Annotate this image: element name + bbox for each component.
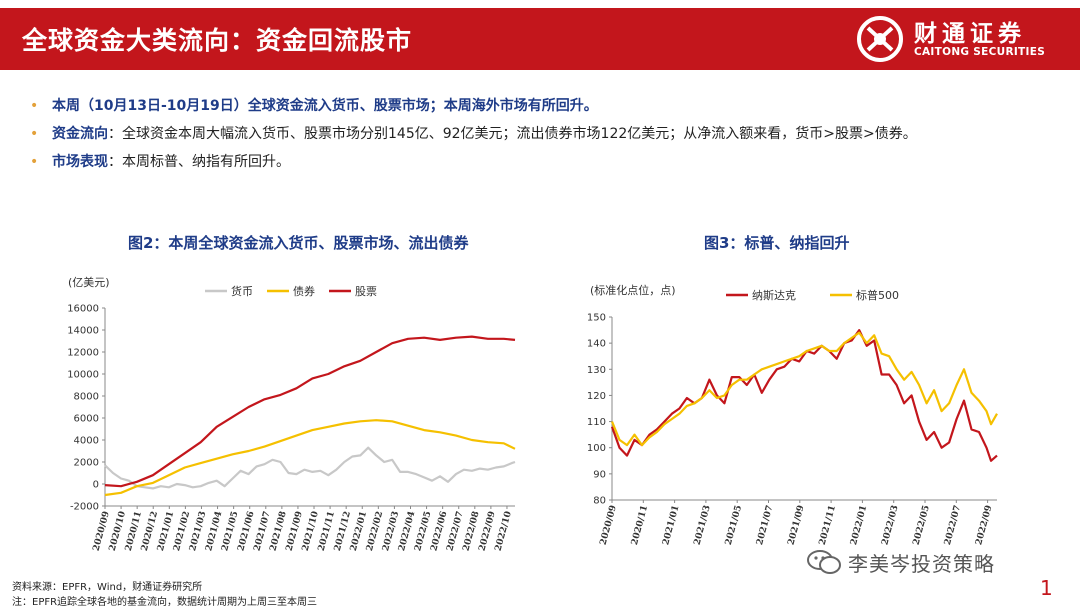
bullet-text: 本周（10月13日-10月19日）全球资金流入货币、股票市场；本周海外市场有所回… [52, 98, 598, 114]
bullet-item: • 本周（10月13日-10月19日）全球资金流入货币、股票市场；本周海外市场有… [30, 92, 1070, 120]
source-note: 资料来源：EPFR，Wind，财通证券研究所 [12, 582, 203, 593]
x-tick-label: 2022/03 [880, 504, 900, 546]
x-tick-label: 2020/09 [599, 504, 619, 546]
x-tick-label: 2022/01 [849, 504, 869, 546]
y-tick-label: 120 [587, 391, 606, 402]
y-tick-label: 130 [587, 365, 606, 376]
y-tick-label: 90 [593, 469, 606, 480]
y-tick-label: 4000 [74, 436, 99, 447]
company-logo: 财通证券 CAITONG SECURITIES [852, 12, 1062, 66]
y-tick-label: 16000 [67, 304, 99, 315]
page-title: 全球资金大类流向：资金回流股市 [22, 26, 413, 55]
logo-mark-icon [857, 16, 903, 62]
x-tick-label: 2021/01 [661, 504, 681, 546]
bullet-label: 市场表现 [52, 154, 108, 170]
x-tick-label: 2021/11 [818, 504, 838, 546]
logo-text-en: CAITONG SECURITIES [914, 46, 1046, 58]
y-tick-label: 0 [93, 480, 99, 491]
bullet-item: • 资金流向：全球资金本周大幅流入货币、股票市场分别145亿、92亿美元；流出债… [30, 120, 1070, 148]
logo-text-cn: 财通证券 [914, 21, 1026, 47]
legend-label: 债券 [293, 284, 315, 298]
legend-label: 货币 [231, 284, 253, 298]
bullet-label: 资金流向 [52, 126, 108, 142]
bullet-dot-icon: • [30, 126, 39, 142]
bullet-dot-icon: • [30, 98, 39, 114]
chart-2-fund-flows: (亿美元) 货币 债券 股票 -2000 0 2000 4000 6000 8000 10000 12… [67, 276, 516, 552]
y-tick-label: 2000 [74, 458, 99, 469]
x-tick-label: 2021/09 [786, 504, 806, 546]
x-tick-label: 2020/11 [630, 504, 650, 546]
legend-label: 标普500 [856, 288, 899, 302]
footnote: 注：EPFR追踪全球各地的基金流向，数据统计周期为上周三至本周三 [12, 597, 318, 608]
y-tick-label: 6000 [74, 414, 99, 425]
legend-label: 股票 [355, 285, 377, 298]
header: 全球资金大类流向：资金回流股市 财通证券 CAITONG SECURITIES [0, 0, 1080, 78]
y-tick-label: 110 [587, 417, 606, 428]
y-tick-label: 80 [593, 496, 606, 507]
chart-3-title: 图3：标普、纳指回升 [704, 234, 850, 252]
legend-label: 纳斯达克 [752, 289, 796, 302]
x-tick-label: 2022/07 [943, 504, 963, 546]
y-tick-label: 10000 [67, 370, 99, 381]
summary-bullets: • 本周（10月13日-10月19日）全球资金流入货币、股票市场；本周海外市场有… [30, 92, 1070, 176]
y-tick-label: 140 [587, 339, 606, 350]
unit-label: (标准化点位，点) [590, 283, 676, 297]
wechat-icon [807, 550, 841, 574]
unit-label: (亿美元) [68, 276, 110, 289]
series-line [610, 329, 998, 462]
page-number: 1 [1040, 576, 1053, 600]
y-tick-label: 12000 [67, 348, 99, 359]
chart-3-index-levels: (标准化点位，点) 纳斯达克 标普500 80 90 100 110 120 130 140 150… [587, 283, 998, 546]
bullet-text: ：全球资金本周大幅流入货币、股票市场分别145亿、92亿美元；流出债券市场122… [108, 126, 917, 142]
y-tick-label: 14000 [67, 326, 99, 337]
y-tick-label: 150 [587, 313, 606, 324]
series-line [104, 446, 516, 490]
y-tick-label: -2000 [70, 502, 99, 513]
y-tick-label: 8000 [74, 392, 99, 403]
watermark: 李美岑投资策略 [806, 548, 1056, 578]
bullet-item: • 市场表现：本周标普、纳指有所回升。 [30, 148, 1070, 176]
chart-2-title: 图2：本周全球资金流入货币、股票市场、流出债券 [128, 234, 469, 252]
bullet-dot-icon: • [30, 154, 39, 170]
x-tick-label: 2021/05 [724, 504, 744, 546]
x-tick-label: 2021/07 [755, 504, 775, 546]
watermark-text: 李美岑投资策略 [848, 552, 995, 576]
x-tick-label: 2022/09 [974, 504, 994, 546]
bullet-text: ：本周标普、纳指有所回升。 [108, 154, 290, 170]
series-line [104, 335, 516, 488]
series-line [104, 419, 516, 497]
x-tick-label: 2021/03 [693, 504, 713, 546]
series-line [610, 331, 998, 447]
y-tick-label: 100 [587, 443, 606, 454]
x-tick-label: 2022/05 [912, 504, 932, 546]
